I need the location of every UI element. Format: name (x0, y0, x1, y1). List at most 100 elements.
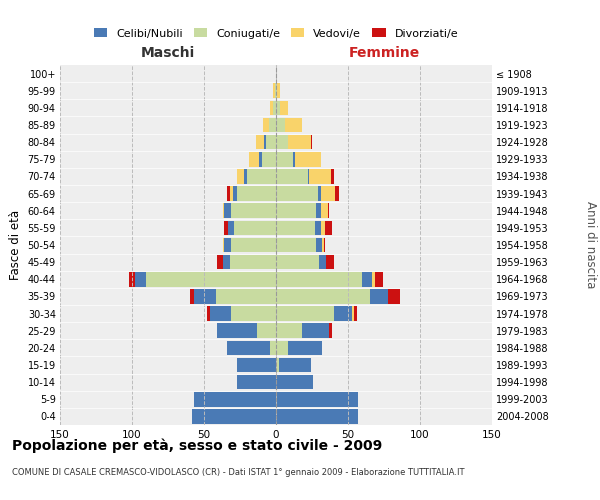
Bar (237, 169, 244, 184)
Bar (244, 169, 247, 184)
Bar (270, 340, 276, 355)
Bar (295, 152, 320, 166)
Bar (275, 84, 276, 98)
Bar (230, 255, 276, 270)
Text: Popolazione per età, sesso e stato civile - 2009: Popolazione per età, sesso e stato civil… (12, 438, 382, 453)
Bar (270, 100, 273, 115)
Bar (325, 220, 332, 235)
Bar (354, 306, 356, 321)
Bar (287, 340, 322, 355)
Bar (376, 272, 383, 286)
Bar (322, 238, 323, 252)
Bar (276, 84, 277, 98)
Bar (287, 135, 311, 150)
Bar (276, 152, 293, 166)
Bar (284, 118, 302, 132)
Bar (334, 306, 352, 321)
Legend: Celibi/Nubili, Coniugati/e, Vedovi/e, Divorziati/e: Celibi/Nubili, Coniugati/e, Vedovi/e, Di… (89, 24, 463, 43)
Bar (308, 169, 309, 184)
Bar (276, 238, 316, 252)
Bar (276, 220, 315, 235)
Bar (224, 220, 229, 235)
Bar (146, 272, 276, 286)
Bar (293, 152, 295, 166)
Bar (320, 204, 328, 218)
Bar (276, 135, 287, 150)
Bar (329, 324, 332, 338)
Y-axis label: Fasce di età: Fasce di età (9, 210, 22, 280)
Bar (194, 289, 215, 304)
Bar (370, 289, 388, 304)
Bar (276, 392, 358, 406)
Bar (315, 220, 320, 235)
Bar (224, 238, 232, 252)
Bar (316, 204, 320, 218)
Bar (319, 255, 326, 270)
Bar (276, 289, 370, 304)
Text: Maschi: Maschi (141, 46, 195, 60)
Bar (328, 204, 329, 218)
Bar (320, 186, 335, 201)
Bar (263, 118, 269, 132)
Bar (259, 152, 262, 166)
Bar (265, 135, 266, 150)
Bar (217, 255, 223, 270)
Bar (276, 255, 319, 270)
Bar (352, 306, 354, 321)
Bar (247, 169, 276, 184)
Bar (320, 220, 325, 235)
Bar (129, 272, 135, 286)
Bar (233, 186, 237, 201)
Bar (257, 324, 276, 338)
Bar (362, 272, 373, 286)
Text: Anni di nascita: Anni di nascita (584, 202, 597, 288)
Bar (302, 324, 329, 338)
Bar (388, 289, 400, 304)
Bar (207, 306, 210, 321)
Bar (269, 118, 276, 132)
Bar (210, 306, 232, 321)
Bar (276, 186, 318, 201)
Bar (227, 340, 270, 355)
Bar (276, 358, 279, 372)
Bar (248, 152, 259, 166)
Bar (273, 84, 275, 98)
Bar (262, 152, 276, 166)
Bar (223, 204, 224, 218)
Bar (224, 204, 232, 218)
Bar (309, 169, 331, 184)
Bar (232, 306, 276, 321)
Bar (331, 169, 334, 184)
Bar (276, 324, 302, 338)
Bar (223, 255, 230, 270)
Bar (237, 358, 276, 372)
Bar (193, 409, 276, 424)
Bar (335, 186, 340, 201)
Bar (276, 118, 284, 132)
Bar (276, 272, 362, 286)
Bar (190, 289, 194, 304)
Bar (217, 324, 257, 338)
Bar (311, 135, 312, 150)
Bar (237, 375, 276, 390)
Bar (276, 306, 334, 321)
Bar (229, 220, 234, 235)
Bar (276, 204, 316, 218)
Bar (135, 272, 146, 286)
Text: Femmine: Femmine (349, 46, 419, 60)
Bar (318, 186, 320, 201)
Bar (237, 186, 276, 201)
Bar (223, 238, 224, 252)
Bar (276, 340, 287, 355)
Bar (276, 409, 358, 424)
Bar (316, 238, 322, 252)
Bar (323, 238, 325, 252)
Bar (232, 204, 276, 218)
Bar (277, 84, 280, 98)
Text: COMUNE DI CASALE CREMASCO-VIDOLASCO (CR) - Dati ISTAT 1° gennaio 2009 - Elaboraz: COMUNE DI CASALE CREMASCO-VIDOLASCO (CR)… (12, 468, 464, 477)
Bar (373, 272, 376, 286)
Bar (276, 169, 308, 184)
Bar (266, 135, 276, 150)
Bar (256, 135, 265, 150)
Bar (234, 220, 276, 235)
